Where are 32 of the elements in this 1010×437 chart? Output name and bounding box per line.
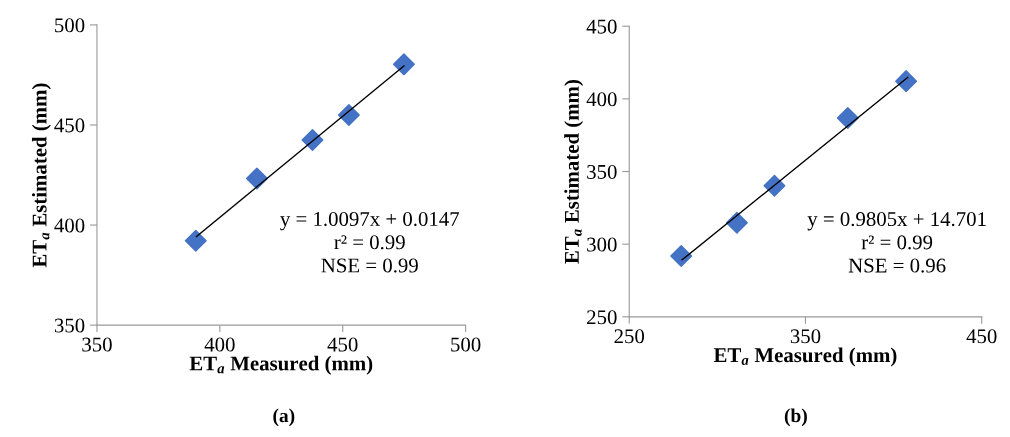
point bbox=[763, 174, 786, 197]
y-tick-label: 450 bbox=[586, 19, 617, 34]
annotation: y = 0.9805x + 14.701 r² = 0.99 NSE = 0.96 bbox=[807, 212, 986, 273]
annotation: y = 1.0097x + 0.0147 r² = 0.99 NSE = 0.99 bbox=[280, 211, 460, 273]
x-tick-label: 450 bbox=[327, 337, 358, 352]
x-tick-label: 350 bbox=[790, 329, 821, 344]
y-tick-label: 450 bbox=[54, 118, 85, 133]
point bbox=[184, 229, 207, 252]
x-axis-title: ET$_{a}$ Measured (mm) bbox=[189, 355, 373, 375]
y-tick-label: 300 bbox=[587, 237, 617, 252]
point bbox=[895, 70, 918, 93]
x-tick-label: 250 bbox=[614, 329, 645, 344]
x-axis-title: ET$_{a}$ Measured (mm) bbox=[713, 347, 897, 367]
point bbox=[337, 103, 360, 126]
text: (a) bbox=[273, 408, 295, 427]
y-axis-title: ET$_{a}$ Estimated (mm) bbox=[31, 83, 51, 268]
y-tick-label: 350 bbox=[587, 164, 617, 179]
point bbox=[392, 53, 415, 76]
y-tick-label: 350 bbox=[54, 318, 85, 333]
x-tick-label: 350 bbox=[82, 337, 112, 352]
y-tick-label: 400 bbox=[586, 92, 617, 107]
point bbox=[836, 107, 859, 130]
y-axis-title: ET$_{a}$ Estimated (mm) bbox=[564, 80, 584, 264]
point bbox=[725, 211, 748, 234]
x-tick-label: 450 bbox=[966, 329, 997, 344]
y-tick-label: 250 bbox=[587, 310, 617, 325]
x-tick-label: 500 bbox=[451, 337, 481, 352]
y-tick-label: 400 bbox=[54, 218, 85, 233]
text: (b) bbox=[784, 408, 807, 427]
point bbox=[670, 244, 693, 267]
y-tick-label: 500 bbox=[55, 18, 85, 33]
x-tick-label: 400 bbox=[204, 337, 235, 352]
